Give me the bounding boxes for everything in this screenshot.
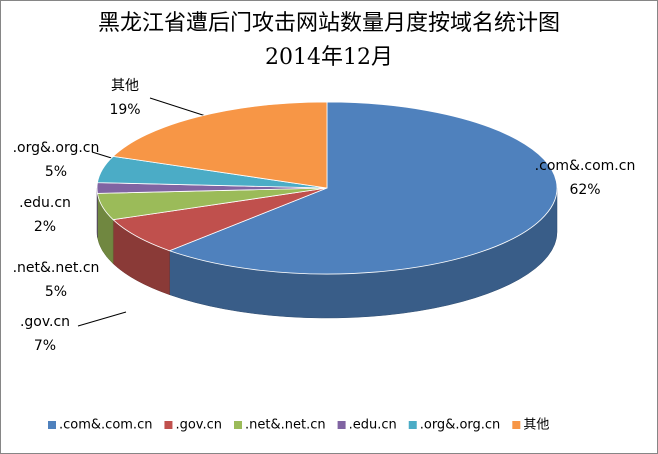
data-labels: .com&.com.cn 62% .gov.cn 7% .net&.net.cn 5% .e… [13, 78, 636, 354]
legend: .com&.com.cn .gov.cn .net&.net.cn .edu.cn .o… [48, 418, 549, 433]
slice [168, 101, 558, 275]
chart-subtitle: 2014年12月 [265, 45, 393, 70]
legend-label: .net&.net.cn [245, 418, 326, 433]
legend-label: .com&.com.cn [59, 418, 152, 433]
data-label-name: .net&.net.cn [13, 260, 100, 276]
data-label-name: .gov.cn [20, 314, 70, 330]
legend-label: .gov.cn [175, 418, 222, 433]
data-label-name: .com&.com.cn [535, 158, 636, 174]
data-label-name: .org&.org.cn [13, 140, 100, 156]
legend-swatch [512, 421, 521, 429]
slice [112, 101, 328, 189]
chart-title: 黑龙江省遭后门攻击网站数量月度按域名统计图 [98, 11, 560, 36]
legend-swatch [48, 421, 56, 429]
data-label-value: 2% [34, 219, 56, 235]
data-label-value: 62% [569, 182, 600, 198]
data-label-value: 5% [45, 164, 67, 180]
leader-line [149, 97, 213, 119]
data-label-name: 其他 [111, 78, 139, 94]
leader-line [77, 311, 127, 327]
data-label-name: .edu.cn [19, 195, 71, 211]
legend-label: 其他 [523, 418, 549, 433]
pie [96, 101, 558, 319]
data-label-value: 7% [34, 338, 56, 354]
legend-swatch [234, 421, 242, 429]
legend-swatch [408, 421, 417, 429]
data-label-value: 5% [45, 284, 67, 300]
slice [112, 187, 328, 252]
legend-label: .org&.org.cn [420, 418, 501, 433]
legend-swatch [337, 421, 346, 429]
legend-label: .edu.cn [349, 418, 397, 433]
legend-swatch [164, 421, 173, 429]
data-label-value: 19% [109, 102, 140, 118]
